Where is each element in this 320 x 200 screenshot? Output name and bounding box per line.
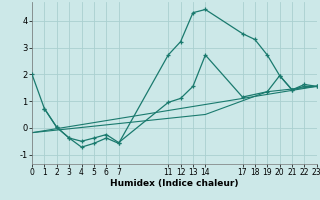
X-axis label: Humidex (Indice chaleur): Humidex (Indice chaleur): [110, 179, 239, 188]
